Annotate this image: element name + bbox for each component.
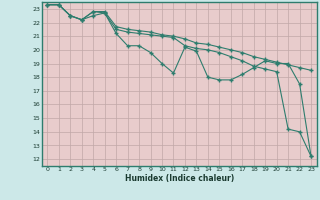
X-axis label: Humidex (Indice chaleur): Humidex (Indice chaleur)	[124, 174, 234, 183]
